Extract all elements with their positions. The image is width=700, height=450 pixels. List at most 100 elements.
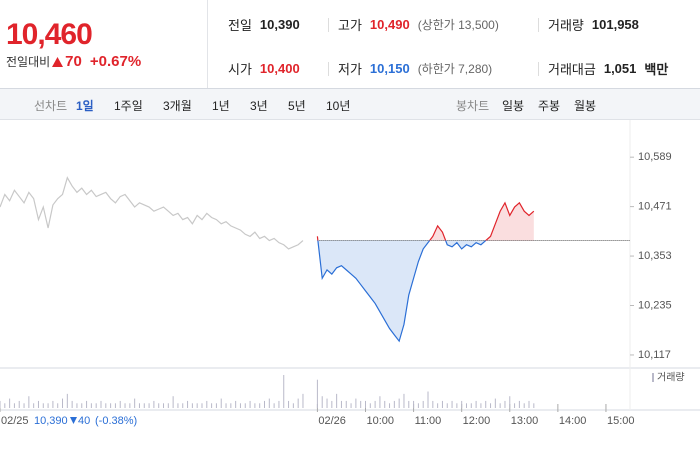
volume-bar bbox=[254, 403, 256, 408]
volume-bar bbox=[95, 403, 97, 408]
volume-bar bbox=[475, 400, 477, 408]
stat-value: 10,390 bbox=[259, 17, 300, 32]
volume-bar bbox=[153, 400, 155, 408]
candle-tab[interactable]: 월봉 bbox=[574, 99, 597, 113]
volume-bar bbox=[355, 398, 357, 408]
volume-bar bbox=[239, 403, 241, 408]
area-up bbox=[317, 202, 534, 241]
stat-note: (하한가 7,280) bbox=[417, 62, 493, 76]
y-tick-label: 10,353 bbox=[638, 250, 672, 262]
period-tab[interactable]: 1주일 bbox=[114, 99, 143, 113]
x-tick-label: 13:00 bbox=[511, 415, 539, 427]
volume-bar bbox=[71, 400, 73, 408]
volume-bar bbox=[158, 403, 160, 408]
stat-item: 저가 10,150 (하한가 7,280) bbox=[338, 59, 492, 78]
stat-label: 저가 bbox=[338, 62, 362, 77]
volume-bar bbox=[235, 400, 237, 408]
volume-bar bbox=[259, 403, 261, 408]
volume-bar bbox=[446, 403, 448, 408]
stat-label: 거래대금 bbox=[548, 62, 596, 77]
volume-bar bbox=[18, 400, 20, 408]
volume-bar bbox=[297, 398, 299, 408]
volume-bar bbox=[528, 400, 530, 408]
period-tab[interactable]: 3년 bbox=[250, 99, 268, 113]
stat-value: 10,490 bbox=[369, 17, 410, 32]
period-tab[interactable]: 10년 bbox=[326, 99, 351, 113]
volume-bar bbox=[100, 400, 102, 408]
volume-bar bbox=[124, 403, 126, 408]
period-tab[interactable]: 1년 bbox=[212, 99, 230, 113]
tab-label: 선차트 bbox=[34, 99, 68, 113]
volume-bar bbox=[268, 398, 270, 408]
volume-bar bbox=[336, 393, 338, 408]
volume-bar bbox=[360, 400, 362, 408]
volume-bar bbox=[461, 400, 463, 408]
volume-bar bbox=[321, 396, 323, 408]
chart-tabs: 선차트 1일 1주일 3개월 1년 3년 5년 10년 봉차트 일봉 주봉 월봉 bbox=[0, 89, 700, 120]
volume-bar bbox=[52, 400, 54, 408]
change-label: 전일대비 bbox=[6, 55, 51, 69]
volume-bar bbox=[403, 393, 405, 408]
volume-bar bbox=[110, 403, 112, 408]
volume-bar bbox=[480, 403, 482, 408]
volume-bar bbox=[374, 400, 376, 408]
volume-bar bbox=[340, 400, 342, 408]
volume-bar bbox=[42, 403, 44, 408]
volume-bar bbox=[167, 403, 169, 408]
stat-unit: 백만 bbox=[644, 62, 669, 77]
volume-bar bbox=[292, 403, 294, 408]
separator bbox=[538, 62, 539, 76]
y-tick-label: 10,471 bbox=[638, 201, 672, 213]
price-line-down bbox=[317, 240, 487, 343]
stat-item: 시가 10,400 bbox=[228, 59, 300, 78]
volume-bar bbox=[427, 391, 429, 408]
volume-bar bbox=[23, 403, 25, 408]
volume-bar bbox=[494, 398, 496, 408]
volume-bar bbox=[187, 400, 189, 408]
stat-value: 101,958 bbox=[591, 17, 639, 32]
stat-item: 거래량 101,958 bbox=[548, 15, 639, 34]
volume-bar bbox=[57, 403, 59, 408]
volume-bar bbox=[369, 403, 371, 408]
volume-bar bbox=[28, 396, 30, 408]
volume-bar bbox=[86, 400, 88, 408]
current-price: 10,460 bbox=[6, 18, 93, 51]
prev-change: 40 bbox=[78, 415, 90, 427]
volume-bar bbox=[220, 398, 222, 408]
volume-bar bbox=[138, 403, 140, 408]
volume-bar bbox=[490, 403, 492, 408]
separator bbox=[538, 18, 539, 32]
volume-bar bbox=[364, 400, 366, 408]
candle-tab[interactable]: 일봉 bbox=[502, 99, 525, 113]
volume-bar bbox=[514, 403, 516, 408]
volume-bar bbox=[182, 403, 184, 408]
y-tick-label: 10,117 bbox=[638, 349, 671, 361]
volume-bar bbox=[278, 400, 280, 408]
volume-bar bbox=[163, 403, 165, 408]
volume-bar bbox=[273, 403, 275, 408]
volume-bar bbox=[211, 403, 213, 408]
period-tab[interactable]: 1일 bbox=[76, 99, 94, 113]
stat-item: 거래대금 1,051 백만 bbox=[548, 59, 668, 78]
period-tab[interactable]: 3개월 bbox=[163, 99, 192, 113]
volume-bar bbox=[316, 379, 318, 408]
prev-price: 10,390 bbox=[34, 415, 68, 427]
y-tick-label: 10,235 bbox=[638, 299, 672, 311]
volume-bar bbox=[288, 400, 290, 408]
stat-label: 고가 bbox=[338, 18, 362, 33]
volume-bar bbox=[417, 403, 419, 408]
volume-bar bbox=[244, 403, 246, 408]
x-tick-label: 11:00 bbox=[415, 415, 442, 427]
up-arrow-icon bbox=[52, 56, 64, 67]
stat-value: 1,051 bbox=[603, 61, 637, 76]
x-tick-label: 15:00 bbox=[607, 415, 635, 427]
volume-bar bbox=[504, 400, 506, 408]
volume-bar bbox=[384, 400, 386, 408]
x-tick-label: 12:00 bbox=[463, 415, 491, 427]
period-tab[interactable]: 5년 bbox=[288, 99, 306, 113]
x-tick-label: 02/25 bbox=[1, 415, 29, 427]
candle-tab[interactable]: 주봉 bbox=[538, 99, 561, 113]
volume-bar bbox=[196, 403, 198, 408]
price-line-up bbox=[316, 201, 535, 241]
